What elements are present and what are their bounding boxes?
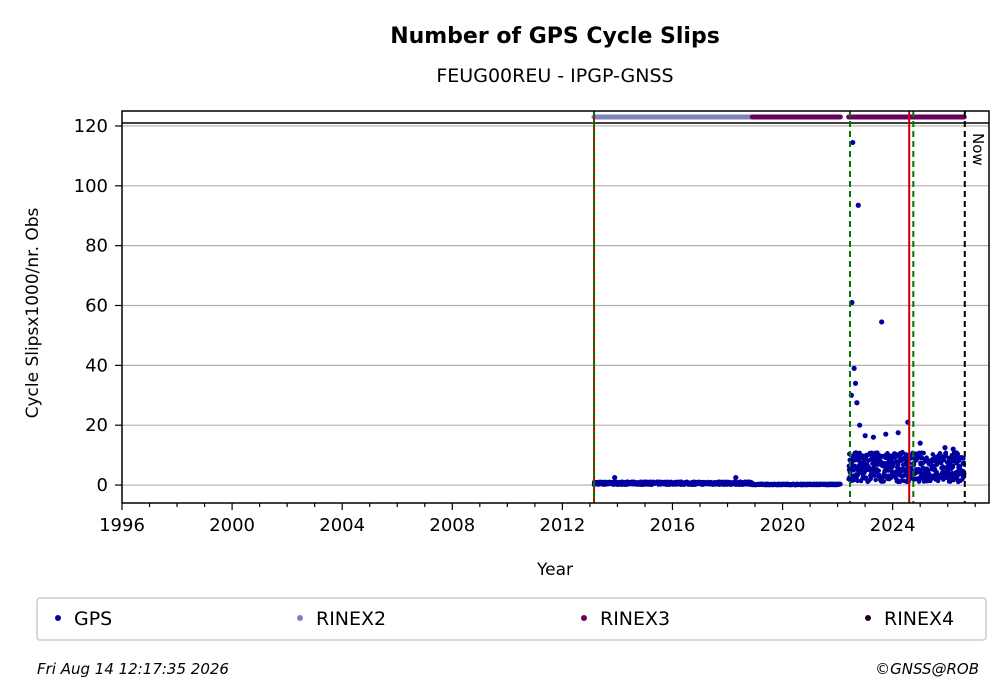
- data-point: [888, 475, 894, 481]
- legend-marker-rinex4: [865, 615, 871, 621]
- x-axis-label: Year: [536, 560, 573, 580]
- plot-frame: [121, 110, 990, 504]
- data-point: [891, 461, 896, 467]
- footer-credit: ©GNSS@ROB: [875, 660, 979, 678]
- data-point-peak: [857, 422, 863, 428]
- data-point: [876, 468, 881, 474]
- data-point: [871, 473, 877, 478]
- data-point-peak: [879, 319, 885, 325]
- x-tick-label: 2008: [429, 515, 475, 536]
- chart-title: Number of GPS Cycle Slips: [390, 24, 720, 49]
- data-point: [895, 462, 901, 467]
- x-tick-label: 1996: [99, 515, 145, 536]
- x-tick-label: 2012: [539, 515, 585, 536]
- data-point: [857, 459, 863, 465]
- y-tick-label: 20: [85, 415, 108, 436]
- data-point: [961, 456, 966, 461]
- data-point-peak: [854, 400, 860, 406]
- data-point: [873, 477, 878, 483]
- y-tick-label: 60: [85, 296, 108, 317]
- footer-timestamp: Fri Aug 14 12:17:35 2026: [37, 660, 229, 678]
- data-point-peak: [883, 431, 889, 437]
- legend-box: [36, 597, 987, 641]
- data-point: [941, 457, 947, 463]
- y-tick-label: 0: [97, 475, 108, 496]
- data-point: [938, 460, 944, 466]
- data-point-peak: [950, 446, 956, 452]
- legend-label-rinex2: RINEX2: [316, 608, 386, 630]
- data-point: [838, 481, 843, 487]
- x-tick-label: 2020: [760, 515, 806, 536]
- x-tick-label: 2024: [870, 515, 916, 536]
- y-tick-label: 80: [85, 236, 108, 257]
- legend-marker-rinex2: [297, 615, 303, 621]
- data-point: [881, 479, 887, 484]
- data-point-peak: [895, 430, 901, 436]
- data-point: [950, 463, 956, 469]
- data-point: [919, 455, 925, 461]
- data-point-peak: [612, 474, 618, 481]
- data-point: [943, 450, 949, 456]
- data-point: [955, 451, 961, 457]
- y-axis-label: Cycle Slipsx1000/nr. Obs: [23, 207, 43, 418]
- x-tick-label: 2004: [319, 515, 365, 536]
- legend: GPS RINEX2 RINEX3 RINEX4: [36, 597, 987, 641]
- data-point-peak: [942, 445, 948, 451]
- data-point-peak: [850, 139, 856, 146]
- data-point: [947, 479, 953, 484]
- legend-label-rinex3: RINEX3: [600, 608, 670, 630]
- chart-subtitle: FEUG00REU - IPGP-GNSS: [436, 65, 673, 87]
- legend-marker-rinex3: [581, 615, 587, 621]
- x-tick-label: 2000: [209, 515, 255, 536]
- data-point-peak: [870, 434, 877, 440]
- data-point-peak: [851, 365, 857, 371]
- data-point-peak: [855, 202, 861, 208]
- data-point-peak: [917, 440, 923, 446]
- legend-label-rinex4: RINEX4: [884, 608, 954, 630]
- now-label: Now: [969, 133, 987, 166]
- plot-area: Now 1996 2000 2004 2008 2012 2016 2020 2024 0 20 40…: [74, 110, 990, 536]
- data-point: [894, 454, 900, 459]
- data-point: [851, 467, 856, 473]
- legend-label-gps: GPS: [74, 608, 112, 630]
- x-tick-label: 2016: [650, 515, 696, 536]
- y-tick-label: 120: [74, 116, 108, 137]
- y-tick-label: 100: [74, 176, 108, 197]
- data-point: [921, 450, 926, 456]
- data-point-peak: [862, 433, 868, 439]
- y-tick-label: 40: [85, 355, 108, 376]
- data-point: [855, 478, 860, 484]
- legend-marker-gps: [55, 615, 61, 621]
- data-point-peak: [733, 474, 739, 481]
- data-point: [863, 475, 869, 480]
- data-point: [851, 477, 856, 483]
- data-point-peak: [852, 380, 859, 386]
